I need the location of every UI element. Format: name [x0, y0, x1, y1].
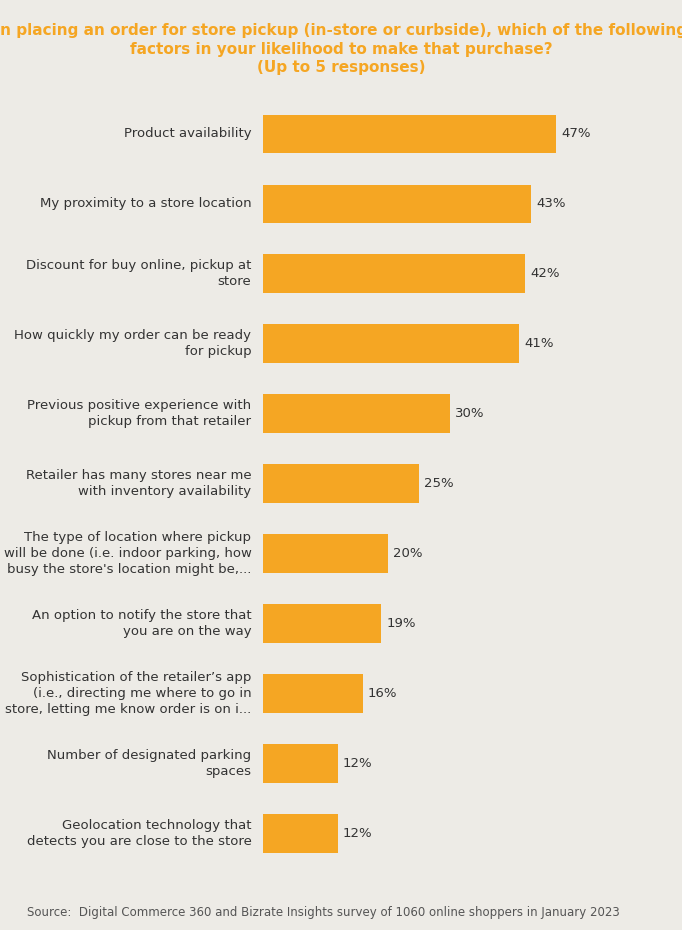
Text: (Up to 5 responses): (Up to 5 responses) — [256, 60, 426, 75]
Text: 41%: 41% — [524, 338, 553, 351]
Bar — [263, 325, 519, 363]
Bar — [263, 814, 338, 853]
Bar — [263, 604, 381, 643]
Bar — [263, 394, 450, 432]
Text: 16%: 16% — [368, 687, 397, 700]
Text: 47%: 47% — [561, 127, 591, 140]
Text: 19%: 19% — [386, 617, 416, 630]
Bar — [263, 114, 557, 153]
Bar — [263, 535, 387, 573]
Text: factors in your likelihood to make that purchase?: factors in your likelihood to make that … — [130, 42, 552, 57]
Text: 43%: 43% — [537, 197, 566, 210]
Bar — [263, 674, 363, 712]
Text: 20%: 20% — [393, 547, 422, 560]
Text: Source:  Digital Commerce 360 and Bizrate Insights survey of 1060 online shopper: Source: Digital Commerce 360 and Bizrate… — [27, 906, 620, 919]
Text: 42%: 42% — [530, 267, 560, 280]
Text: 25%: 25% — [424, 477, 454, 490]
Text: When placing an order for store pickup (in-store or curbside), which of the foll: When placing an order for store pickup (… — [0, 23, 682, 38]
Bar — [263, 464, 419, 503]
Bar — [263, 255, 525, 293]
Text: 30%: 30% — [455, 407, 485, 420]
Text: 12%: 12% — [342, 827, 372, 840]
Bar — [263, 184, 531, 223]
Text: 12%: 12% — [342, 757, 372, 770]
Bar — [263, 744, 338, 783]
